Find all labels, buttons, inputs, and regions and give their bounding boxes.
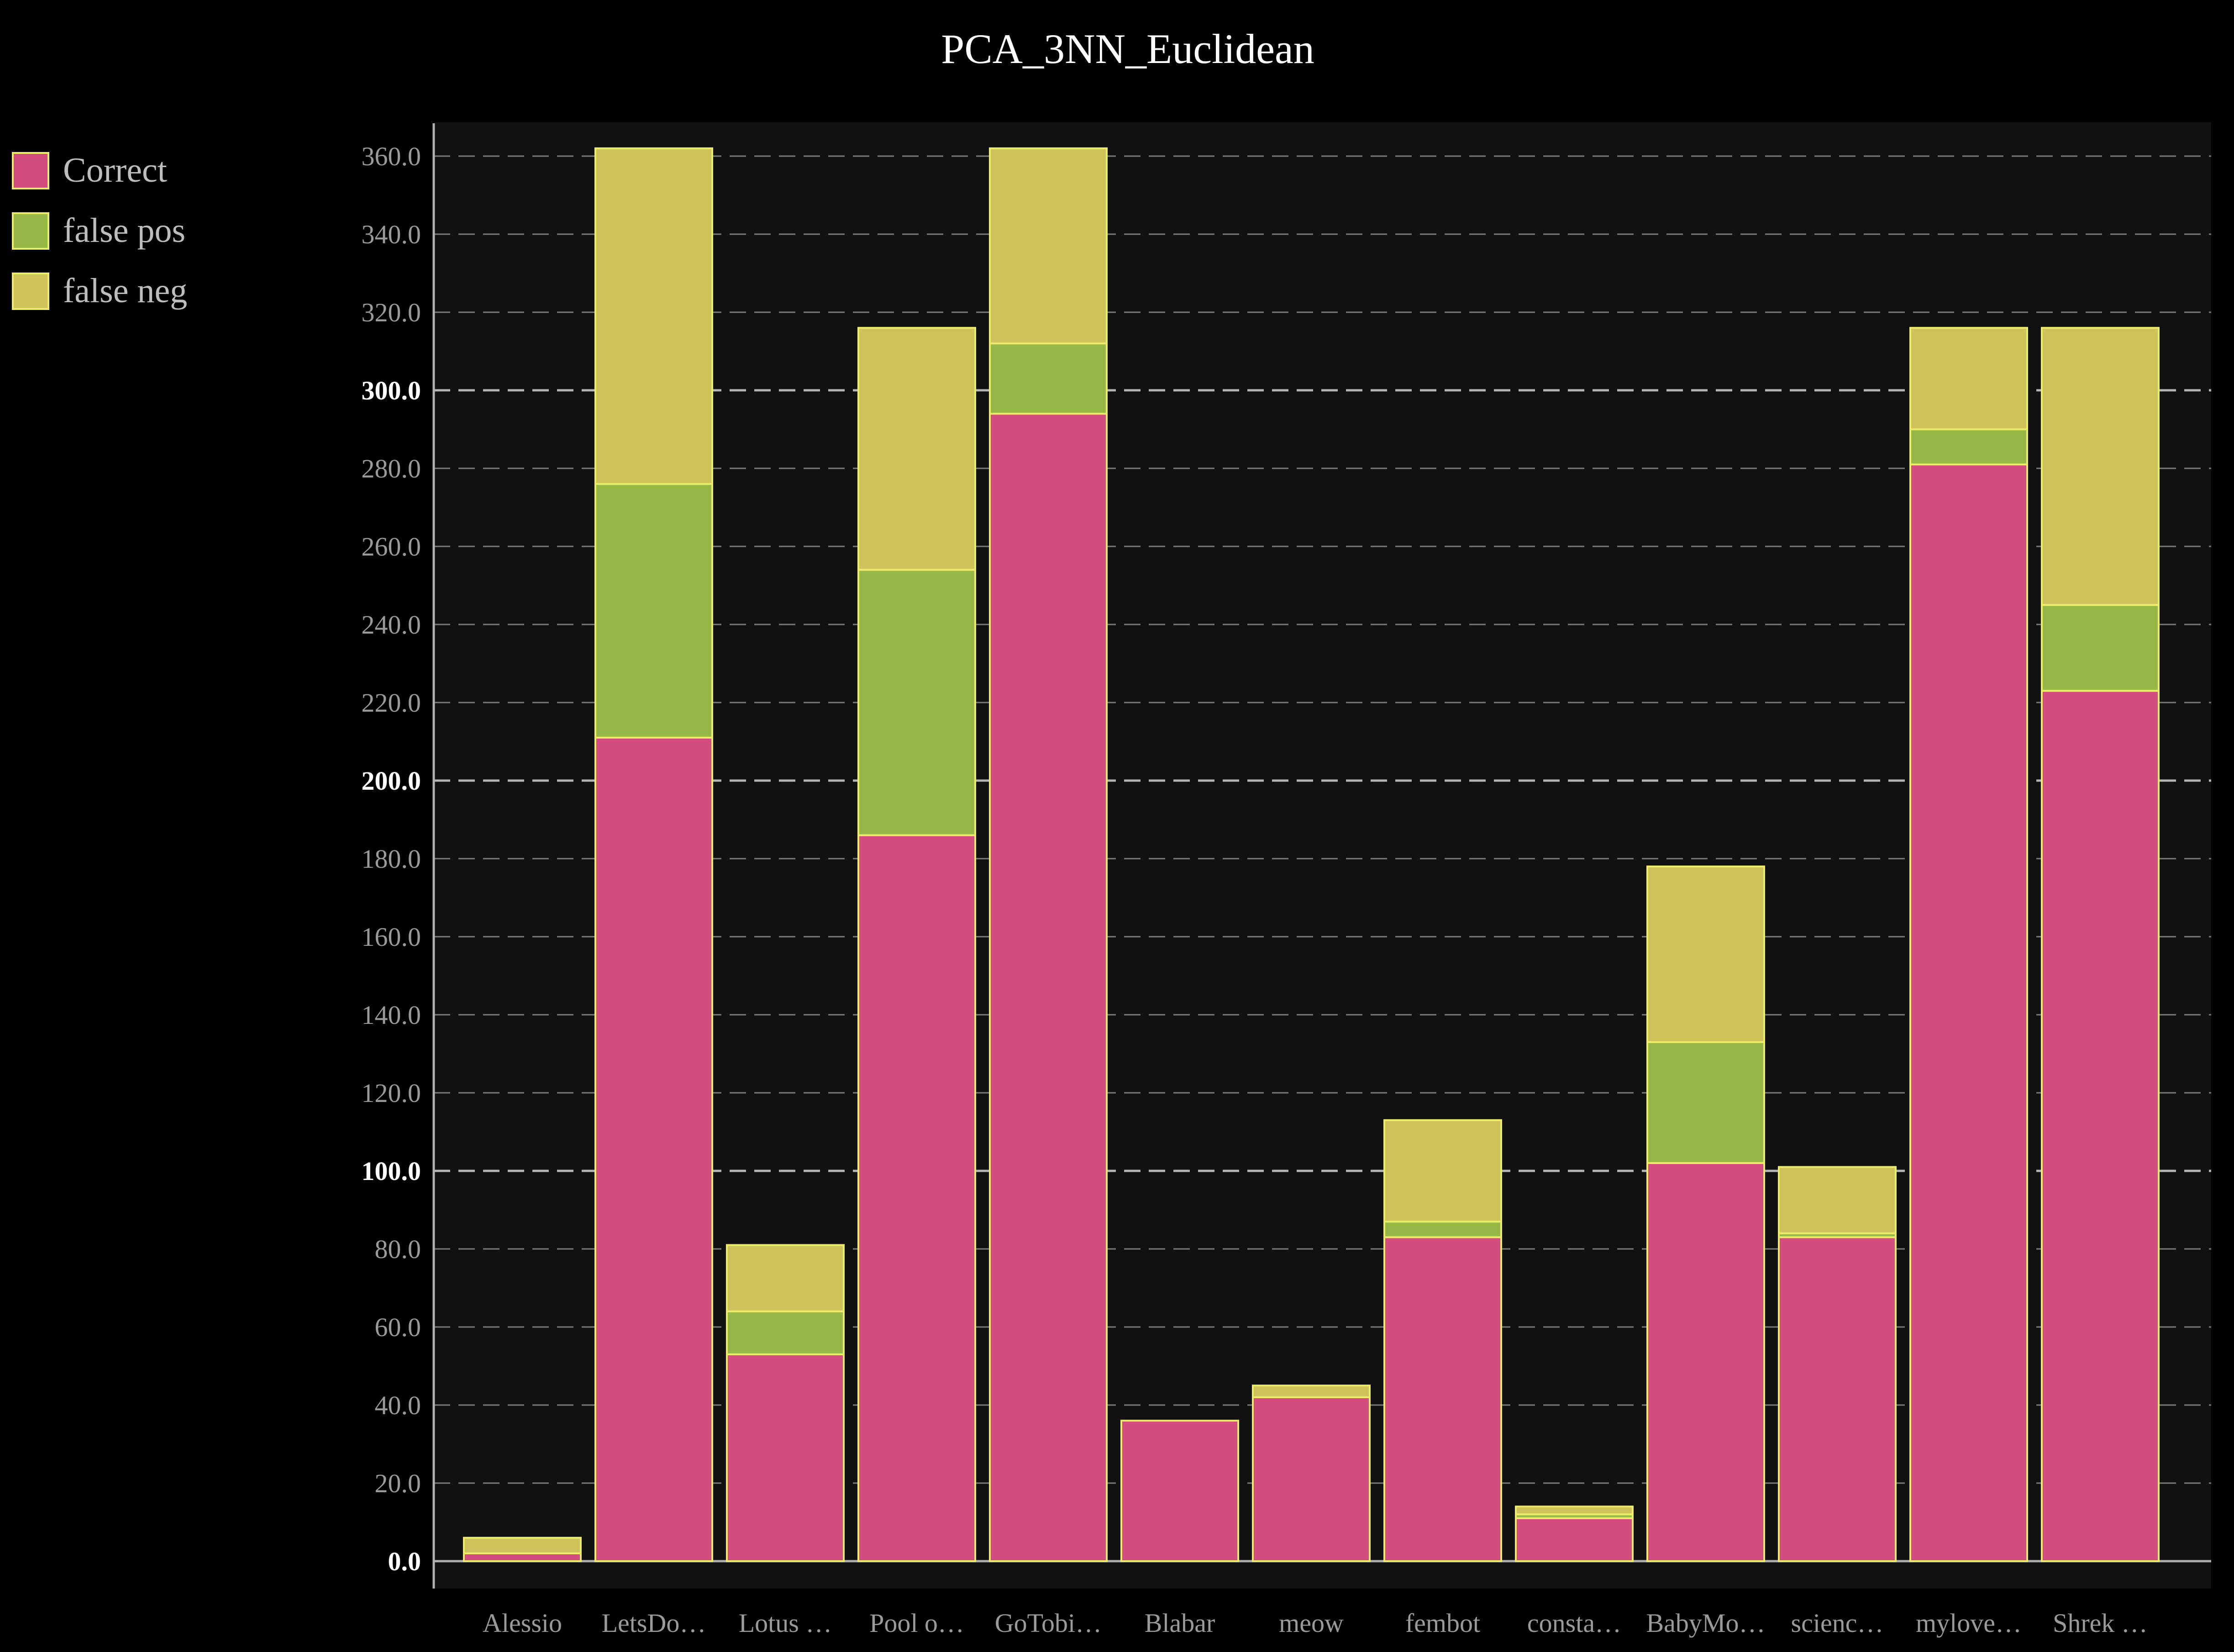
bar-correct — [463, 1552, 582, 1562]
bar-false-neg — [726, 1244, 845, 1312]
legend-swatch — [12, 212, 49, 250]
bar-correct — [857, 834, 976, 1562]
legend-swatch — [12, 273, 49, 310]
bar-false-neg — [1252, 1385, 1371, 1398]
y-tick-label: 0.0 — [388, 1547, 421, 1576]
x-tick-label: fembot — [1405, 1608, 1480, 1638]
bar-false-neg — [1909, 327, 2028, 430]
bar-false-pos — [857, 569, 976, 836]
bar-false-neg — [1383, 1119, 1502, 1223]
chart-title: PCA_3NN_Euclidean — [941, 26, 1314, 72]
legend-label: false pos — [63, 211, 185, 250]
bars — [463, 147, 2160, 1563]
legend-label: false neg — [63, 272, 187, 310]
y-tick-label: 40.0 — [375, 1390, 421, 1420]
x-tick-labels: Alessio LetsDo… Lotus … Pool o… GoTobi… Blaba… — [483, 1608, 2148, 1638]
bar-false-neg — [857, 327, 976, 571]
bar-correct — [989, 413, 1108, 1562]
x-tick-label: consta… — [1527, 1608, 1621, 1638]
bar-false-neg — [1646, 865, 1765, 1043]
y-tick-label: 220.0 — [362, 688, 421, 718]
y-tick-label: 240.0 — [362, 610, 421, 640]
bar-false-pos — [2041, 604, 2160, 692]
y-tick-label: 100.0 — [362, 1156, 421, 1186]
bar-false-neg — [1515, 1505, 1634, 1516]
y-tick-label: 140.0 — [362, 1000, 421, 1030]
x-tick-label: meow — [1279, 1608, 1344, 1638]
legend-label: Correct — [63, 151, 167, 189]
x-tick-label: BabyMo… — [1646, 1608, 1766, 1638]
bar-false-neg — [989, 147, 1108, 345]
y-tick-label: 200.0 — [362, 766, 421, 796]
legend: Correct false pos false neg — [12, 151, 187, 310]
bar-correct — [1383, 1236, 1502, 1563]
x-tick-label: Pool o… — [869, 1608, 964, 1638]
bar-correct — [2041, 690, 2160, 1562]
x-tick-label: Shrek … — [2053, 1608, 2148, 1638]
x-tick-label: Lotus … — [739, 1608, 832, 1638]
y-tick-label: 260.0 — [362, 532, 421, 561]
bar-false-pos — [1383, 1221, 1502, 1238]
y-tick-label: 60.0 — [375, 1312, 421, 1342]
bar-false-pos — [989, 342, 1108, 415]
bar-false-pos — [1646, 1041, 1765, 1164]
bar-false-neg — [2041, 327, 2160, 606]
y-tick-label: 20.0 — [375, 1468, 421, 1498]
x-tick-label: mylove… — [1916, 1608, 2022, 1638]
y-tick-label: 320.0 — [362, 298, 421, 327]
bar-correct — [1646, 1162, 1765, 1562]
x-tick-label: Blabar — [1145, 1608, 1215, 1638]
bar-false-pos — [1909, 428, 2028, 466]
bar-correct — [726, 1353, 845, 1563]
y-tick-label: 180.0 — [362, 844, 421, 874]
y-tick-label: 120.0 — [362, 1078, 421, 1108]
bar-correct — [1120, 1420, 1239, 1562]
y-tick-label: 300.0 — [362, 376, 421, 405]
y-tick-label: 280.0 — [362, 454, 421, 483]
y-tick-label: 360.0 — [362, 142, 421, 171]
x-tick-label: Alessio — [483, 1608, 562, 1638]
bar-correct — [1252, 1396, 1371, 1562]
bar-correct — [1778, 1236, 1897, 1563]
y-tick-labels: 0.0 20.0 40.0 60.0 80.0 100.0 120.0 140.0 160.0 1… — [362, 142, 421, 1576]
y-tick-label: 340.0 — [362, 220, 421, 249]
bar-false-neg — [463, 1537, 582, 1554]
y-tick-label: 80.0 — [375, 1234, 421, 1264]
bar-correct — [1909, 463, 2028, 1563]
bar-false-neg — [594, 147, 713, 485]
y-tick-label: 160.0 — [362, 922, 421, 952]
bar-correct — [1515, 1517, 1634, 1562]
bar-false-neg — [1778, 1166, 1897, 1234]
x-tick-label: LetsDo… — [602, 1608, 706, 1638]
bar-false-pos — [726, 1310, 845, 1355]
bar-false-pos — [594, 483, 713, 739]
bar-correct — [594, 736, 713, 1562]
x-tick-label: scienc… — [1791, 1608, 1884, 1638]
legend-swatch — [12, 152, 49, 189]
x-tick-label: GoTobi… — [995, 1608, 1102, 1638]
